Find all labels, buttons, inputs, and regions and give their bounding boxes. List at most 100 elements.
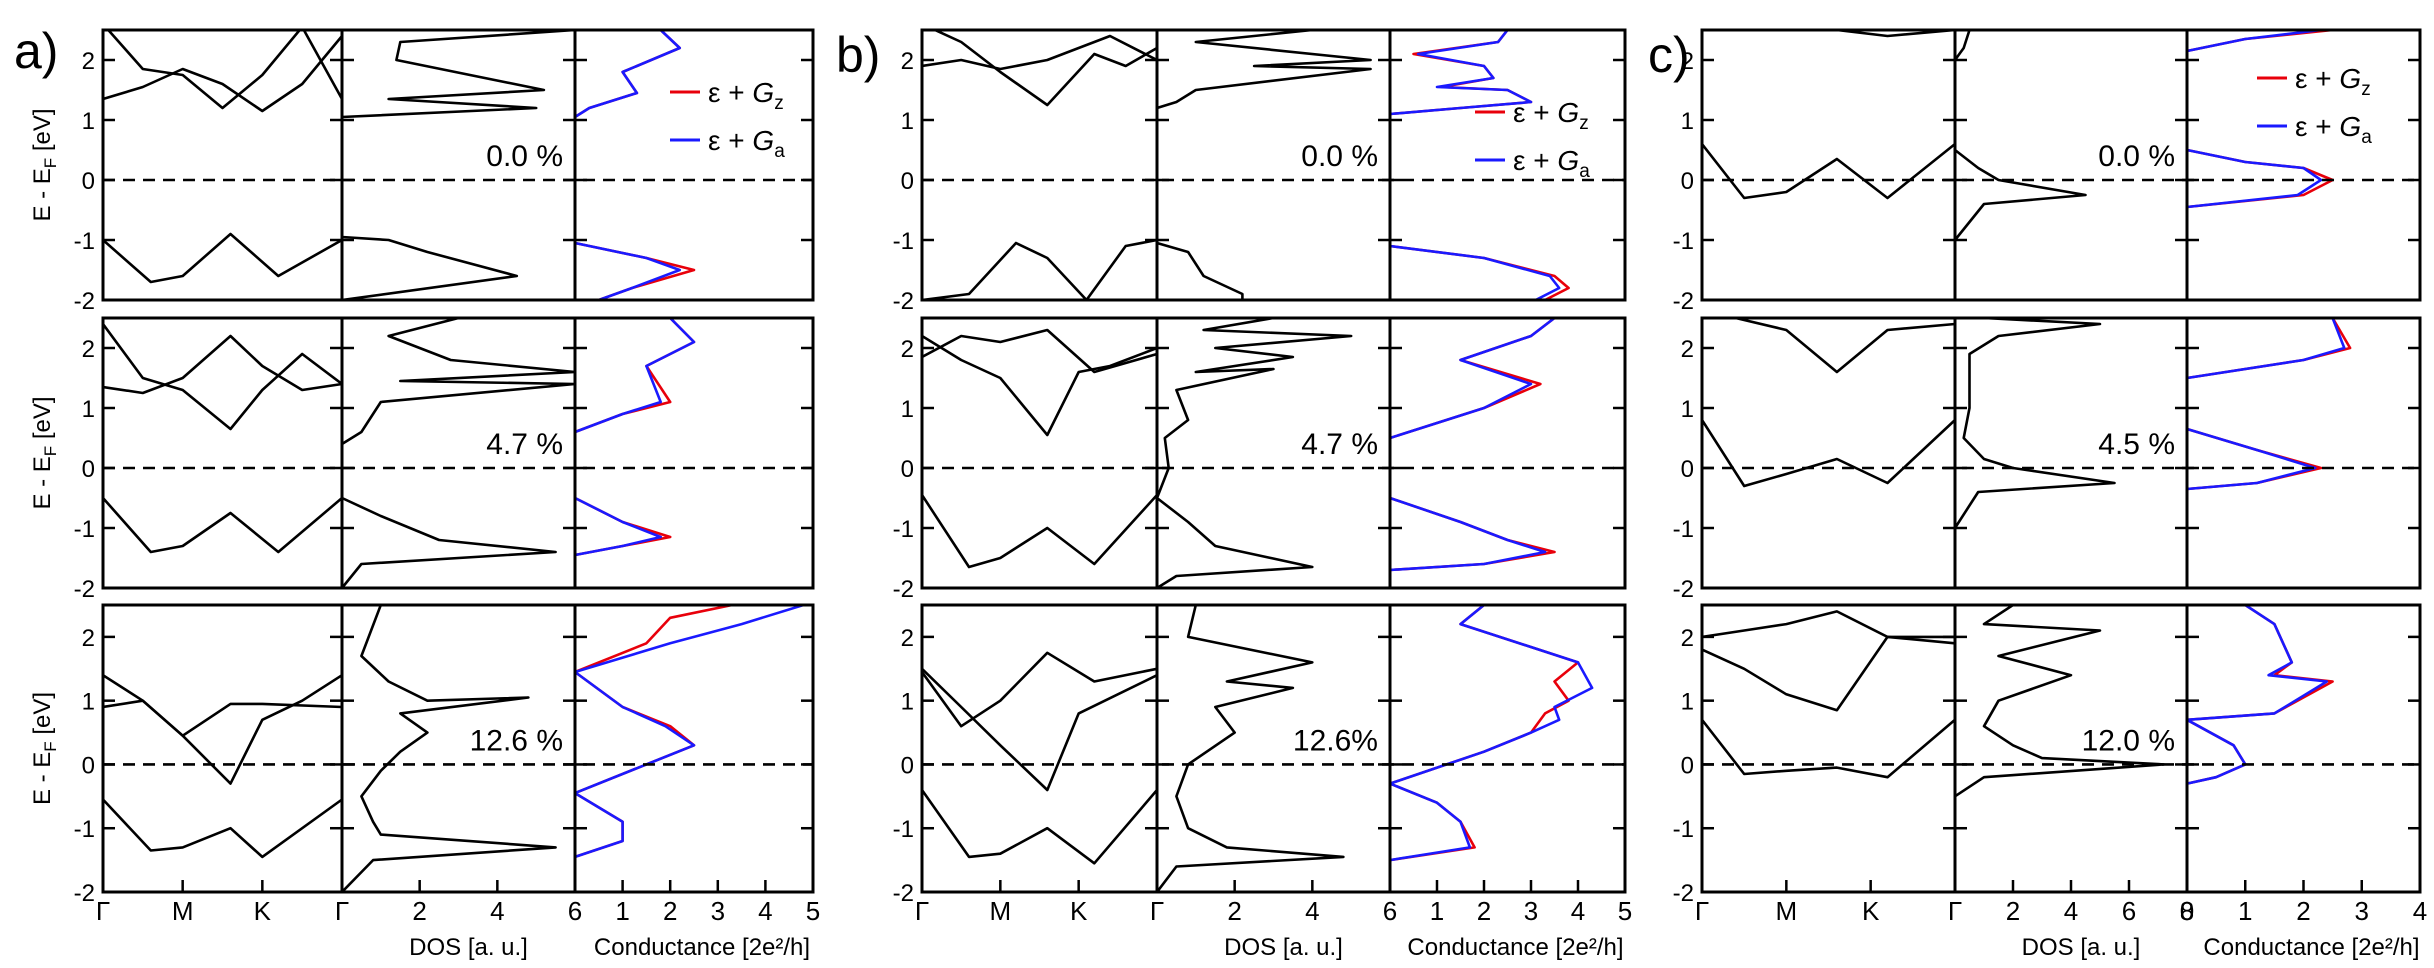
conductance-tick-label: 2 [1477,896,1491,926]
plot-area [922,605,1594,892]
dos-axis-label: DOS [a. u.] [2022,934,2141,961]
conductance-tick-label: 5 [1618,896,1632,926]
band-curve-2 [1734,318,1957,374]
y-tick-label: -2 [893,288,914,315]
conductance-tick-label: 4 [758,896,772,926]
conductance-tick-label: 3 [1524,896,1538,926]
y-tick-label: -1 [74,816,95,843]
panel-frame [1700,316,2422,590]
dos-tick-label: 2 [412,896,426,926]
legend-label-sub: z [774,93,784,114]
dos-curve [1155,605,1345,892]
y-tick-label: 0 [1681,456,1694,483]
y-axis-label-unit: [eV] [29,396,56,445]
band-curve-2 [922,328,1159,374]
legend-label-symbol: G [2339,111,2361,142]
legend-label-prefix: ε + [708,77,752,108]
plot-area [103,318,696,588]
dos-curve [340,30,577,300]
conductance-curve-Ga [2185,318,2346,491]
k-point-label: M [989,896,1011,926]
y-tick-label: 0 [82,168,95,195]
conductance-tick-label: 1 [1430,896,1444,926]
dos-tick-label: 2 [1227,896,1241,926]
strain-label: 4.5 % [2098,428,2175,461]
y-tick-label: -1 [74,228,95,255]
panel-row-c-1: 210-1-20.0 %ε + Gzε + Ga [1673,28,2422,315]
strain-label: 4.7 % [1301,428,1378,461]
band-curve-2 [1702,610,1957,639]
conductance-tick-label: 2 [2296,896,2310,926]
y-tick-label: 1 [1681,689,1694,716]
dos-tick-label: 4 [2064,896,2078,926]
y-tick-label: 1 [1681,396,1694,423]
conductance-axis-label: Conductance [2e²/h] [2203,934,2419,961]
band-curve-1 [931,30,1159,107]
band-curve-3 [922,788,1159,865]
dos-axis-label: DOS [a. u.] [409,934,528,961]
band-curve-2 [103,34,344,113]
y-tick-label: 0 [901,456,914,483]
strain-label: 12.0 % [2082,724,2175,757]
band-curve-1 [1702,142,1957,200]
y-tick-label: 0 [82,456,95,483]
plot-area [922,30,1570,300]
y-axis-label-sub: F [41,446,60,456]
dos-tick-label: 4 [490,896,504,926]
plot-area [1702,318,2352,588]
band-curve-3 [922,493,1159,569]
y-tick-label: -1 [893,228,914,255]
legend: ε + Gzε + Ga [2257,63,2372,148]
panel-row-a-2: 2 1 0 -1 -2 4.7 % E - EF [eV] [29,316,815,603]
panel-frame [101,28,815,302]
panel-row-b-1: 210-1-20.0 %ε + Gzε + Ga [893,28,1627,315]
conductance-curve-Ga [1388,605,1594,862]
panel-frame [920,316,1627,590]
dos-tick-label: 6 [568,896,582,926]
panel-frame [1700,603,2422,894]
y-tick-label: 1 [1681,108,1694,135]
y-tick-label: 1 [82,689,95,716]
y-tick-label: -2 [74,880,95,907]
y-tick-label: -2 [74,288,95,315]
panel-tag: b) [836,27,880,83]
conductance-curve-Ga [573,318,696,557]
conductance-tick-label: 3 [711,896,725,926]
k-point-label: M [172,896,194,926]
y-tick-label: 1 [901,108,914,135]
conductance-curve-Gz [1388,605,1580,862]
conductance-curve-Ga [573,605,805,859]
conductance-axis-label: Conductance [2e²/h] [1407,934,1623,961]
y-tick-label: 2 [901,48,914,75]
y-axis-label: E - EF [eV] [29,692,60,805]
y-tick-label: -2 [74,576,95,603]
y-tick-label: 1 [82,396,95,423]
legend-label-prefix: ε + [1513,97,1557,128]
panel-row-a-1: 210-1-20.0 %E - EF [eV]ε + Gzε + Ga [29,28,815,315]
legend-label-prefix: ε + [2295,63,2339,94]
plot-area [103,30,696,300]
panel-tag: c) [1648,27,1690,83]
band-curve-2 [103,699,344,737]
strain-label: 0.0 % [2098,140,2175,173]
conductance-curve-Gz [573,318,696,557]
conductance-tick-label: 4 [1571,896,1585,926]
y-tick-label: -2 [893,576,914,603]
y-axis-label-main: E - E [29,456,56,509]
y-tick-label: 2 [1681,48,1694,75]
panel-group-a: a) 210-1-20.0 %E - EF [eV]ε + Gzε + Ga210… [14,23,820,961]
y-tick-label: 2 [901,625,914,652]
band-curve-1 [922,334,1159,437]
strain-label: 0.0 % [486,140,563,173]
dos-tick-label: 2 [2006,896,2020,926]
y-tick-label: 0 [1681,168,1694,195]
legend-label-sub: a [1579,161,1590,182]
conductance-curve-Gz [573,605,734,859]
band-curve-1 [1702,635,1957,712]
legend-label-sub: a [2361,127,2372,148]
conductance-curve-Ga [1388,318,1556,572]
